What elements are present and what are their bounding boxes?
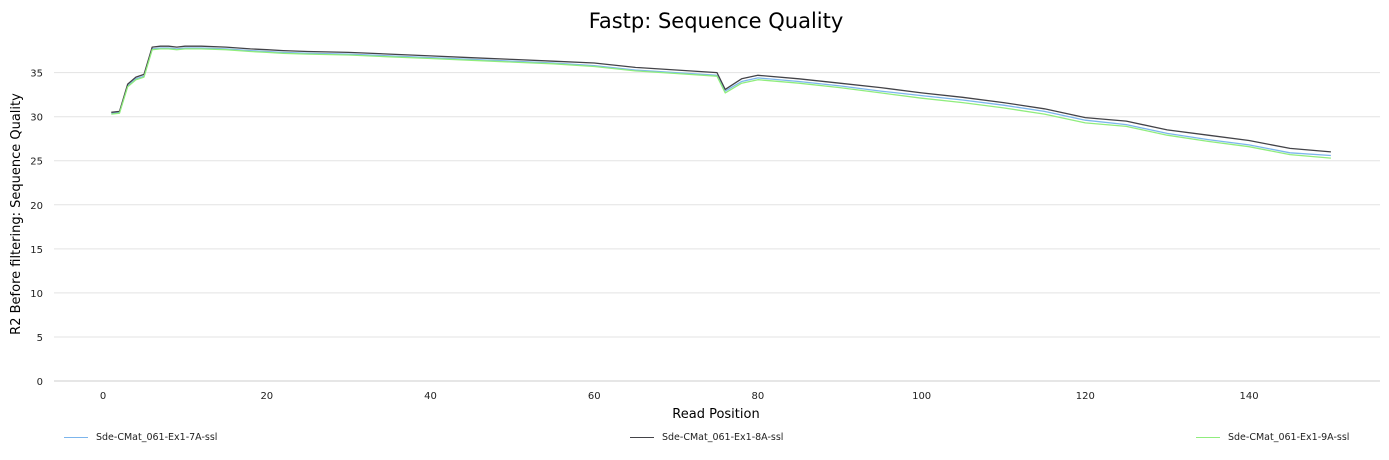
series-lines [111, 45, 1331, 159]
y-tick-label: 35 [30, 69, 43, 80]
grid [54, 72, 1380, 382]
legend-swatch-9a [1196, 437, 1220, 438]
legend-swatch-7a [64, 437, 88, 438]
x-tick-label: 40 [424, 391, 437, 402]
legend-label-9a: Sde-CMat_061-Ex1-9A-ssl [1228, 432, 1350, 443]
legend: Sde-CMat_061-Ex1-7A-ssl Sde-CMat_061-Ex1… [0, 432, 1389, 448]
y-tick-label: 20 [30, 201, 43, 212]
chart-title: Fastp: Sequence Quality [589, 9, 844, 33]
legend-item-9a[interactable]: Sde-CMat_061-Ex1-9A-ssl [1196, 432, 1349, 443]
legend-label-7a: Sde-CMat_061-Ex1-7A-ssl [96, 432, 218, 443]
y-tick-label: 25 [30, 157, 43, 168]
y-tick-label: 15 [30, 245, 43, 256]
x-ticks: 0 20 40 60 80 100 120 140 [100, 391, 1259, 402]
y-axis-label: R2 Before filtering: Sequence Quality [9, 93, 24, 335]
series-line-3[interactable] [111, 48, 1331, 159]
legend-label-8a: Sde-CMat_061-Ex1-8A-ssl [662, 432, 784, 443]
y-tick-label: 30 [30, 113, 43, 124]
x-tick-label: 100 [912, 391, 931, 402]
x-tick-label: 80 [752, 391, 765, 402]
x-axis-label: Read Position [672, 407, 759, 422]
x-tick-label: 0 [100, 391, 106, 402]
x-tick-label: 140 [1239, 391, 1258, 402]
y-tick-label: 0 [37, 377, 43, 388]
series-line-2[interactable] [111, 45, 1331, 153]
series-line-1[interactable] [111, 47, 1331, 157]
legend-item-8a[interactable]: Sde-CMat_061-Ex1-8A-ssl [630, 432, 783, 443]
legend-swatch-8a [630, 437, 654, 438]
legend-item-7a[interactable]: Sde-CMat_061-Ex1-7A-ssl [64, 432, 217, 443]
x-tick-label: 60 [588, 391, 601, 402]
x-tick-label: 120 [1076, 391, 1095, 402]
y-tick-label: 10 [30, 289, 43, 300]
x-tick-label: 20 [260, 391, 273, 402]
y-tick-label: 5 [37, 333, 43, 344]
y-ticks: 0 5 10 15 20 25 30 35 [30, 69, 43, 388]
